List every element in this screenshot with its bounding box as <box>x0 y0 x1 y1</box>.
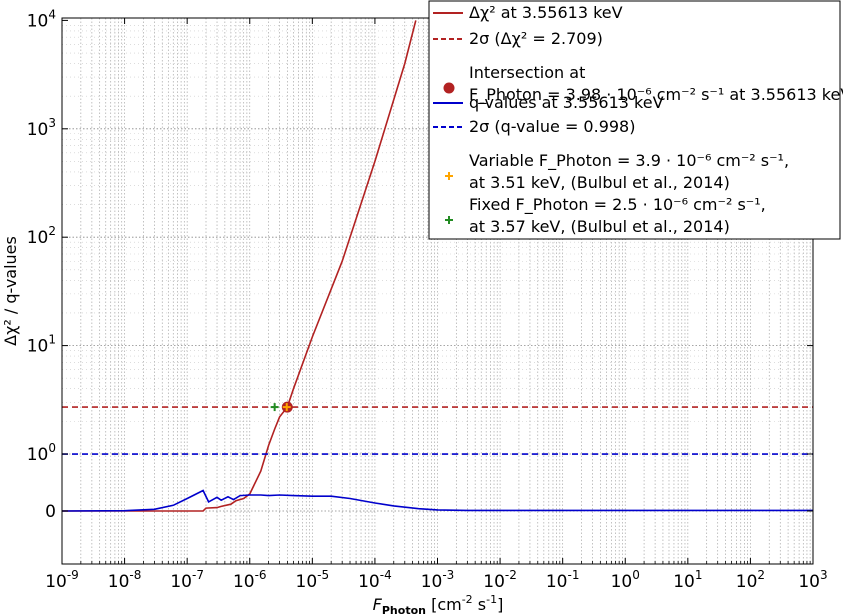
x-tick-label: 102 <box>736 568 765 592</box>
legend-label: Intersection at <box>469 63 585 82</box>
x-tick-label: 10-3 <box>421 568 455 592</box>
x-tick-label: 10-7 <box>170 568 204 592</box>
y-tick-label: 103 <box>27 116 56 140</box>
x-tick-label: 10-1 <box>546 568 580 592</box>
legend: Δχ² at 3.55613 keV 2σ (Δχ² = 2.709) Inters… <box>428 0 843 240</box>
legend-item: q-values at 3.55613 keV <box>433 93 664 112</box>
legend-item: Variable F_Photon = 3.9 · 10⁻⁶ cm⁻² s⁻¹,… <box>445 151 789 192</box>
legend-item: Δχ² at 3.55613 keV <box>433 3 623 22</box>
legend-label: Fixed F_Photon = 2.5 · 10⁻⁶ cm⁻² s⁻¹, <box>469 195 766 215</box>
x-tick-label: 10-4 <box>358 568 392 592</box>
legend-label: F_Photon = 3.98 · 10⁻⁶ cm⁻² s⁻¹ at 3.556… <box>469 85 843 105</box>
ticks: 10-9 10-8 10-7 10-6 10-5 10-4 10-3 10-2 10-1 100 1… <box>27 7 828 592</box>
legend-item: Intersection at F_Photon = 3.98 · 10⁻⁶ cm… <box>443 63 843 105</box>
x-tick-label: 10-6 <box>233 568 267 592</box>
legend-label: at 3.51 keV, (Bulbul et al., 2014) <box>469 173 730 192</box>
x-axis-label: FPhoton [cm-2 s-1] <box>373 593 504 615</box>
y-axis-label: Δχ² / q-values <box>1 236 20 346</box>
legend-box <box>428 0 841 240</box>
y-tick-label: 101 <box>27 333 56 357</box>
series-line-0 <box>62 20 417 512</box>
y-tick-label: 100 <box>27 441 56 465</box>
marker-plus-2 <box>270 403 279 412</box>
x-tick-label: 100 <box>611 568 640 592</box>
legend-label: at 3.57 keV, (Bulbul et al., 2014) <box>469 217 730 236</box>
legend-label: 2σ (Δχ² = 2.709) <box>469 29 603 48</box>
legend-label: Variable F_Photon = 3.9 · 10⁻⁶ cm⁻² s⁻¹, <box>469 151 789 171</box>
legend-item: 2σ (Δχ² = 2.709) <box>433 29 603 48</box>
series-line-2 <box>61 489 813 512</box>
y-tick-label: 0 <box>45 502 56 522</box>
y-tick-label: 104 <box>27 7 56 31</box>
legend-label: 2σ (q-value = 0.998) <box>469 117 635 136</box>
y-tick-label: 102 <box>27 224 56 248</box>
x-tick-label: 10-2 <box>483 568 517 592</box>
x-tick-label: 101 <box>673 568 702 592</box>
x-tick-label: 10-5 <box>296 568 330 592</box>
x-tick-label: 10-8 <box>108 568 142 592</box>
legend-swatch-circle <box>443 82 455 94</box>
legend-label: Δχ² at 3.55613 keV <box>469 3 623 22</box>
legend-item: 2σ (q-value = 0.998) <box>433 117 635 136</box>
x-tick-label: 10-9 <box>45 568 79 592</box>
legend-label: q-values at 3.55613 keV <box>469 93 664 112</box>
series-layer <box>61 20 813 512</box>
marker-layer <box>270 401 293 413</box>
marker-plus-1 <box>282 403 291 412</box>
legend-item: Fixed F_Photon = 2.5 · 10⁻⁶ cm⁻² s⁻¹, at … <box>445 195 766 236</box>
x-tick-label: 103 <box>798 568 827 592</box>
